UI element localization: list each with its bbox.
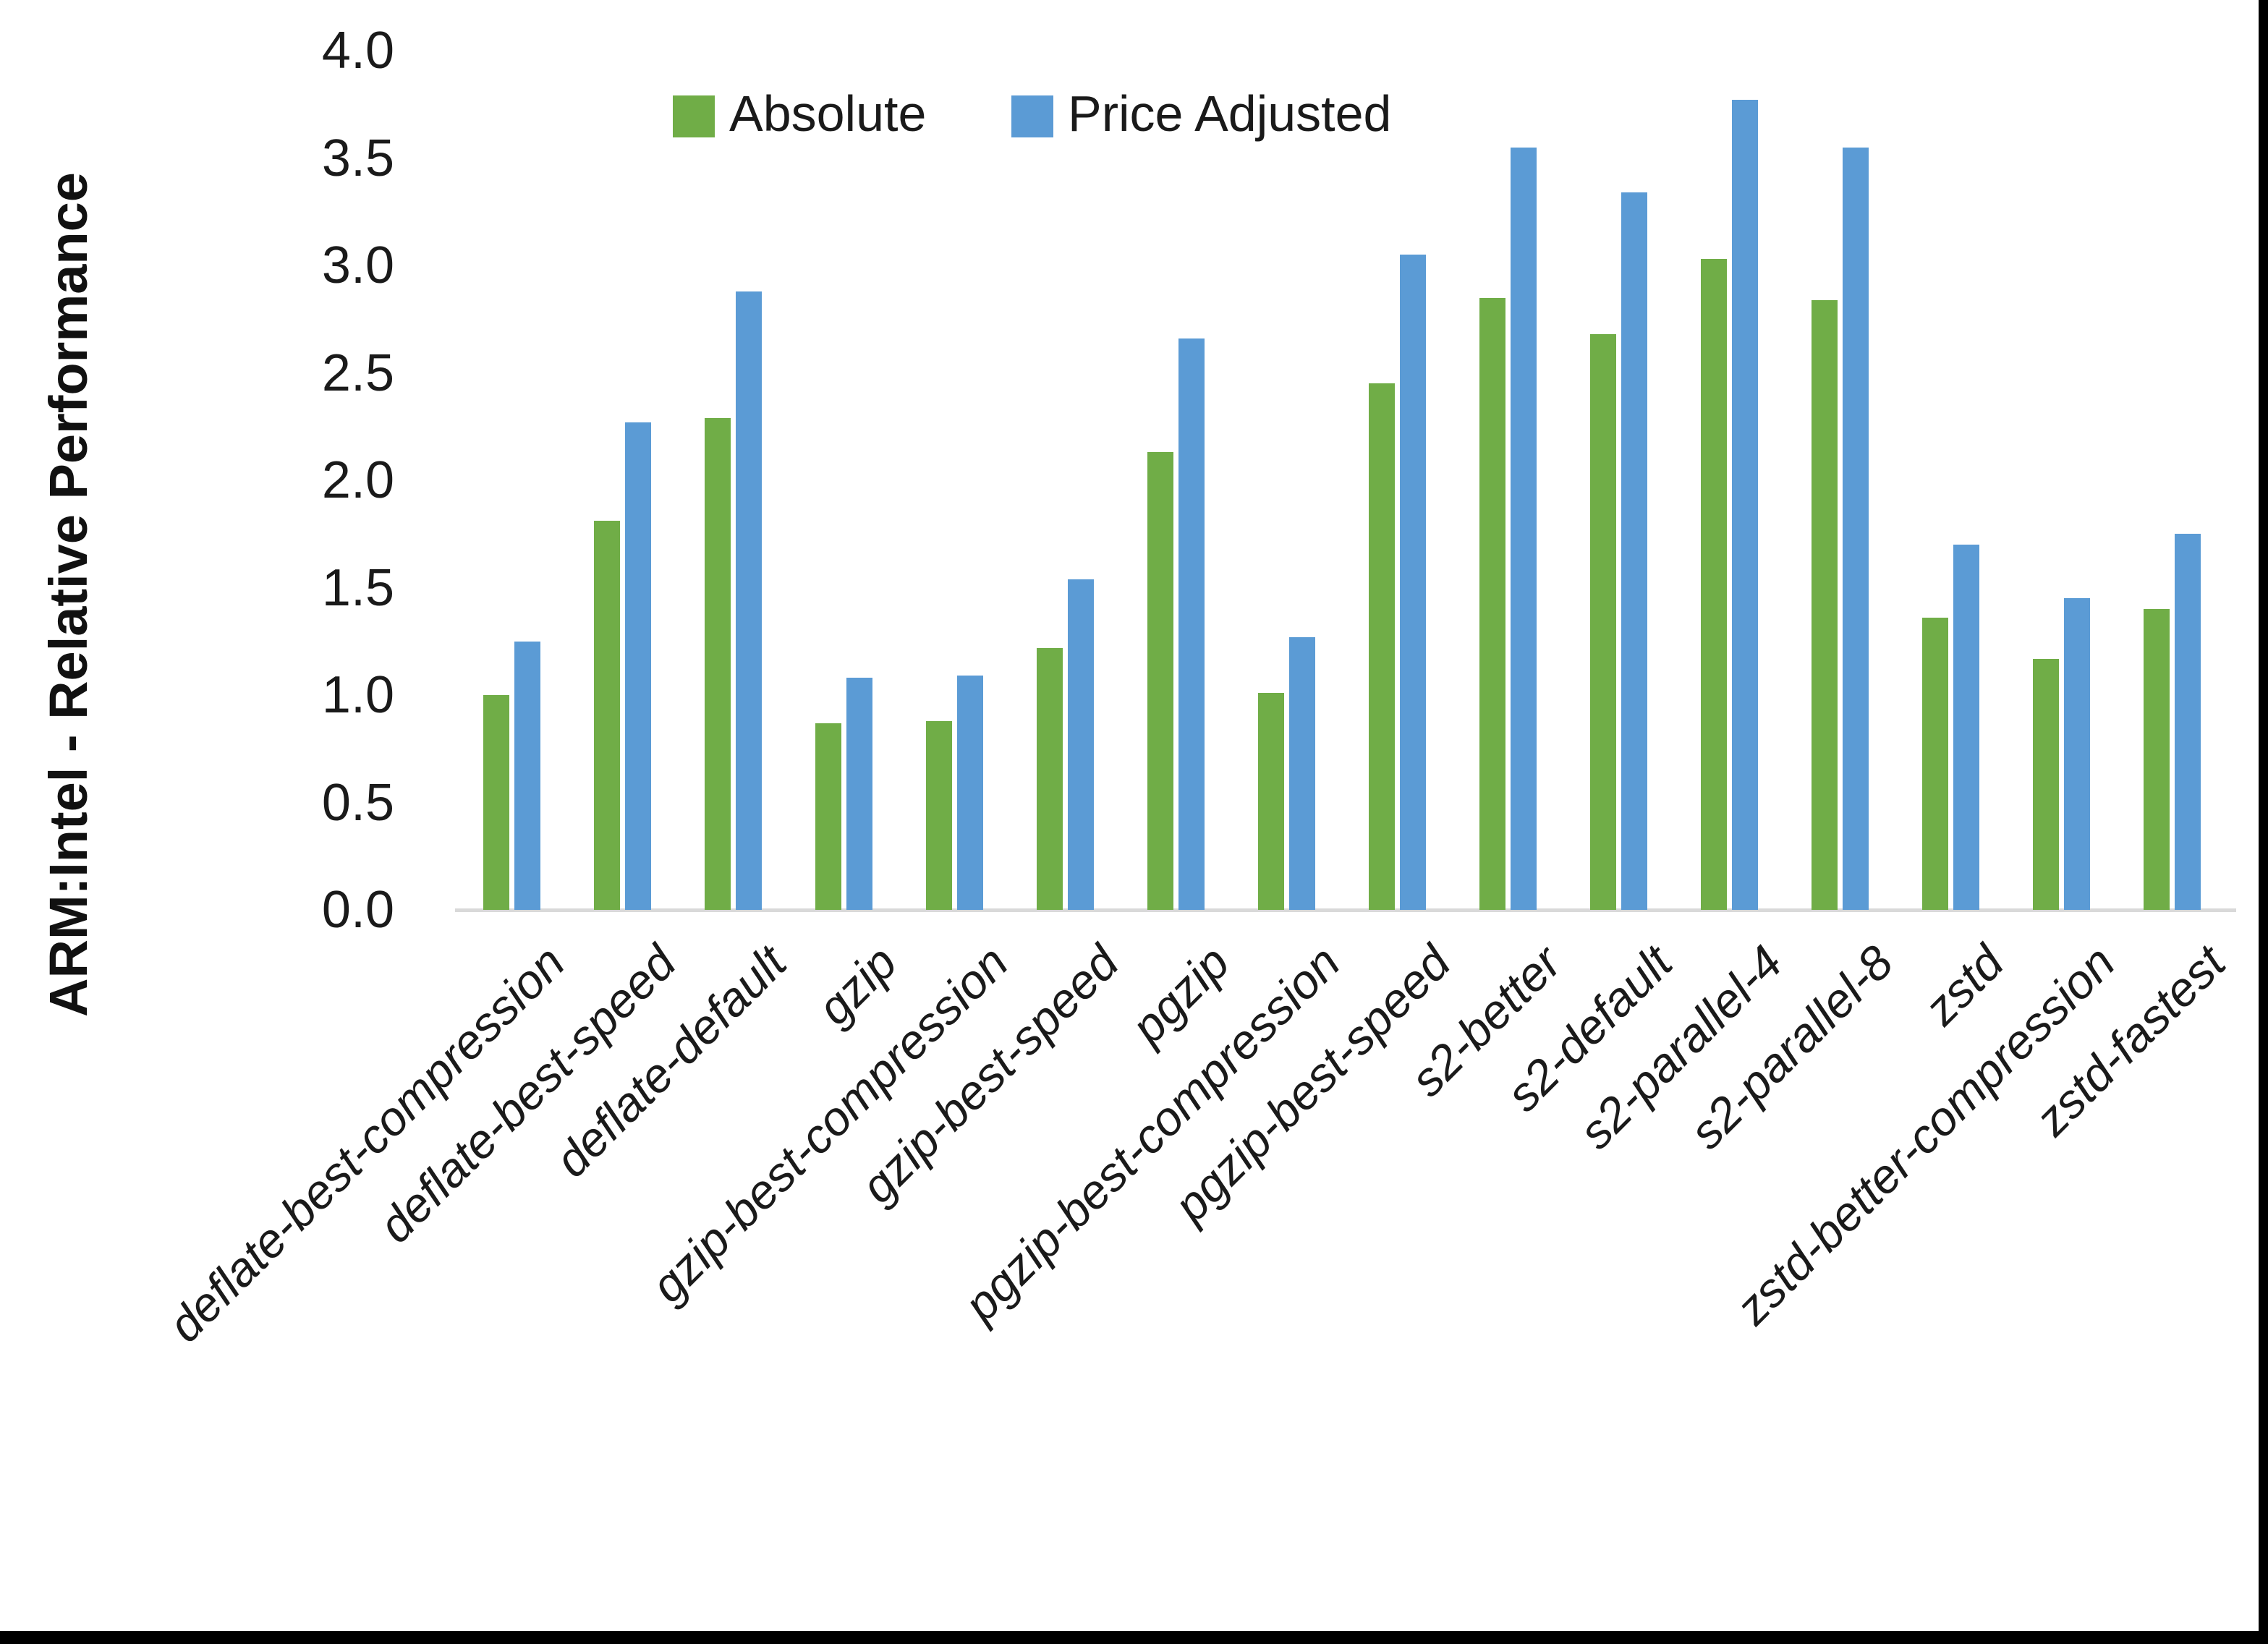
bar-price-adjusted-s2-parallel-8 xyxy=(1843,147,1869,910)
bar-price-adjusted-pgzip-best-compression xyxy=(1289,636,1315,910)
bar-price-adjusted-zstd xyxy=(1953,545,1979,910)
screen-edge-bottom xyxy=(0,1631,2268,1644)
bar-absolute-s2-better xyxy=(1479,297,1505,910)
bar-price-adjusted-pgzip xyxy=(1178,338,1205,910)
legend-swatch-price-adjusted xyxy=(1011,95,1053,137)
screen-edge-right xyxy=(2259,0,2268,1644)
y-tick-label-0.0: 0.0 xyxy=(321,881,394,939)
legend-label-price-adjusted: Price Adjusted xyxy=(1068,85,1392,142)
bar-price-adjusted-gzip-best-compression xyxy=(957,676,983,910)
bar-price-adjusted-zstd-fastest xyxy=(2175,534,2201,910)
y-tick-label-3.0: 3.0 xyxy=(321,237,394,294)
y-tick-label-2.0: 2.0 xyxy=(321,451,394,509)
x-category-label-zstd: zstd xyxy=(1914,935,2014,1035)
x-axis-line xyxy=(455,908,2236,912)
bar-price-adjusted-s2-parallel-4 xyxy=(1732,100,1758,910)
bar-absolute-s2-default xyxy=(1590,334,1616,910)
bar-absolute-zstd xyxy=(1922,618,1948,910)
bar-price-adjusted-deflate-best-speed xyxy=(625,422,651,910)
bar-absolute-deflate-default xyxy=(705,417,731,910)
bar-absolute-deflate-best-speed xyxy=(594,521,620,910)
y-tick-label-4.0: 4.0 xyxy=(321,22,394,80)
bar-absolute-zstd-better-compression xyxy=(2033,658,2059,910)
bar-absolute-s2-parallel-4 xyxy=(1701,259,1727,910)
x-category-label-gzip: gzip xyxy=(807,935,907,1035)
bar-price-adjusted-deflate-best-compression xyxy=(514,641,540,910)
legend-swatch-absolute xyxy=(673,95,715,137)
bar-absolute-pgzip-best-compression xyxy=(1258,693,1284,910)
y-tick-label-0.5: 0.5 xyxy=(321,773,394,832)
bar-absolute-deflate-best-compression xyxy=(483,695,509,910)
y-tick-label-2.5: 2.5 xyxy=(321,344,394,402)
bar-price-adjusted-pgzip-best-speed xyxy=(1400,255,1426,910)
bar-price-adjusted-s2-better xyxy=(1511,147,1537,910)
bar-absolute-gzip xyxy=(815,723,841,910)
bar-absolute-pgzip xyxy=(1147,452,1173,910)
bar-price-adjusted-gzip xyxy=(846,678,872,910)
bar-absolute-pgzip-best-speed xyxy=(1369,383,1395,910)
bar-absolute-zstd-fastest xyxy=(2144,609,2170,910)
y-tick-label-3.5: 3.5 xyxy=(321,129,394,187)
bar-absolute-s2-parallel-8 xyxy=(1812,299,1838,910)
y-axis-title: ARM:Intel - Relative Performance xyxy=(38,172,98,1017)
bar-price-adjusted-gzip-best-speed xyxy=(1068,579,1094,910)
legend-label-absolute: Absolute xyxy=(729,85,927,142)
bar-price-adjusted-deflate-default xyxy=(736,291,762,910)
y-tick-label-1.5: 1.5 xyxy=(321,558,394,617)
bar-absolute-gzip-best-speed xyxy=(1037,647,1063,910)
y-tick-label-1.0: 1.0 xyxy=(321,666,394,724)
bar-absolute-gzip-best-compression xyxy=(926,720,952,910)
bar-price-adjusted-zstd-better-compression xyxy=(2064,598,2090,910)
bar-price-adjusted-s2-default xyxy=(1621,192,1647,910)
